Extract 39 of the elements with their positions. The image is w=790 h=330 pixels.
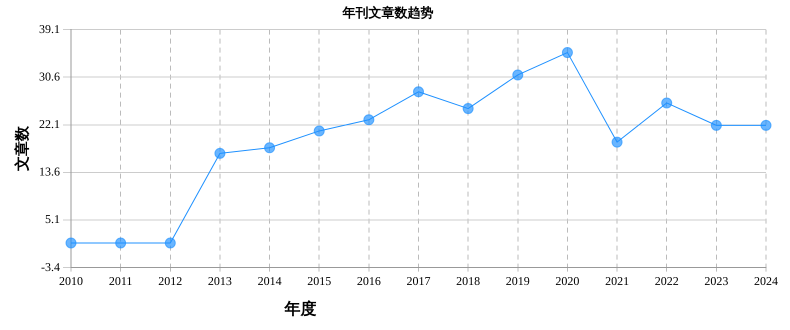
x-tick-label: 2020 bbox=[555, 274, 580, 288]
y-tick-label: 39.1 bbox=[39, 22, 60, 36]
x-tick-label: 2013 bbox=[208, 274, 232, 288]
y-tick-label: 13.6 bbox=[39, 164, 60, 179]
x-axis-title: 年度 bbox=[283, 299, 316, 318]
point bbox=[413, 86, 424, 98]
x-tick-label: 2023 bbox=[704, 274, 728, 288]
point bbox=[115, 237, 126, 248]
y-tick-label: -3.4 bbox=[41, 260, 60, 274]
point bbox=[661, 97, 672, 108]
point bbox=[512, 69, 524, 80]
x-tick-label: 2017 bbox=[406, 274, 430, 288]
x-tick-label: 2024 bbox=[754, 274, 778, 288]
point bbox=[462, 103, 474, 114]
x-tick-label: 2014 bbox=[258, 274, 282, 288]
x-tick-label: 2022 bbox=[654, 274, 679, 288]
point bbox=[214, 148, 226, 159]
point bbox=[612, 136, 623, 148]
point bbox=[760, 120, 772, 131]
point bbox=[562, 47, 573, 58]
point bbox=[264, 142, 276, 154]
x-tick-label: 2010 bbox=[59, 274, 83, 288]
y-axis-title: 文章数 bbox=[12, 125, 31, 172]
point bbox=[66, 237, 76, 248]
y-tick-label: 22.1 bbox=[39, 116, 60, 131]
x-tick-label: 2012 bbox=[158, 274, 182, 288]
y-tick-label: 5.1 bbox=[45, 212, 60, 226]
x-tick-label: 2016 bbox=[356, 274, 381, 288]
x-tick-label: 2018 bbox=[456, 274, 480, 288]
chart-title: 年刊文章数趋势 bbox=[342, 5, 434, 20]
x-tick-label: 2019 bbox=[506, 274, 530, 288]
x-tick-label: 2021 bbox=[605, 274, 630, 288]
y-tick-label: 30.6 bbox=[39, 69, 60, 84]
point bbox=[314, 125, 325, 136]
point bbox=[363, 114, 374, 126]
x-tick-label: 2011 bbox=[108, 274, 132, 288]
point bbox=[164, 237, 176, 248]
x-tick-label: 2015 bbox=[307, 274, 332, 288]
point bbox=[710, 120, 722, 131]
